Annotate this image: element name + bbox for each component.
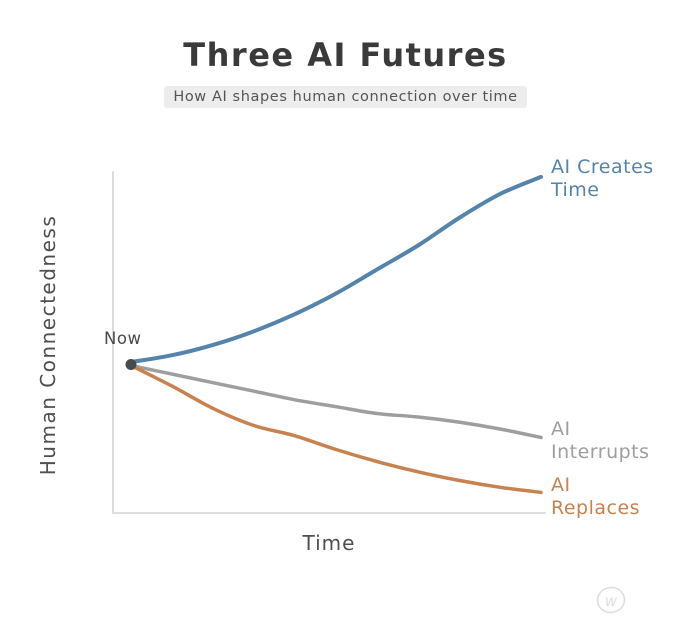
series-label-ai-creates-time: AI Creates Time [551,156,654,201]
series-line-ai-creates-time [129,174,543,365]
chart-subtitle-row: How AI shapes human connection over time [0,86,691,108]
page-title: Three AI Futures [183,36,508,74]
series-line-ai-interrupts [129,363,543,440]
x-axis-label: Time [302,531,356,555]
now-marker-dot [125,358,137,370]
series-label-ai-interrupts: AI Interrupts [551,418,650,463]
watermark-circle [596,586,626,614]
chart-subtitle: How AI shapes human connection over time [164,86,527,108]
y-axis-label: Human Connectedness [36,214,60,476]
now-annotation-label: Now [104,329,142,348]
series-line-ai-replaces [129,363,543,495]
watermark-letter: w [605,592,618,610]
series-label-ai-replaces: AI Replaces [551,474,641,519]
